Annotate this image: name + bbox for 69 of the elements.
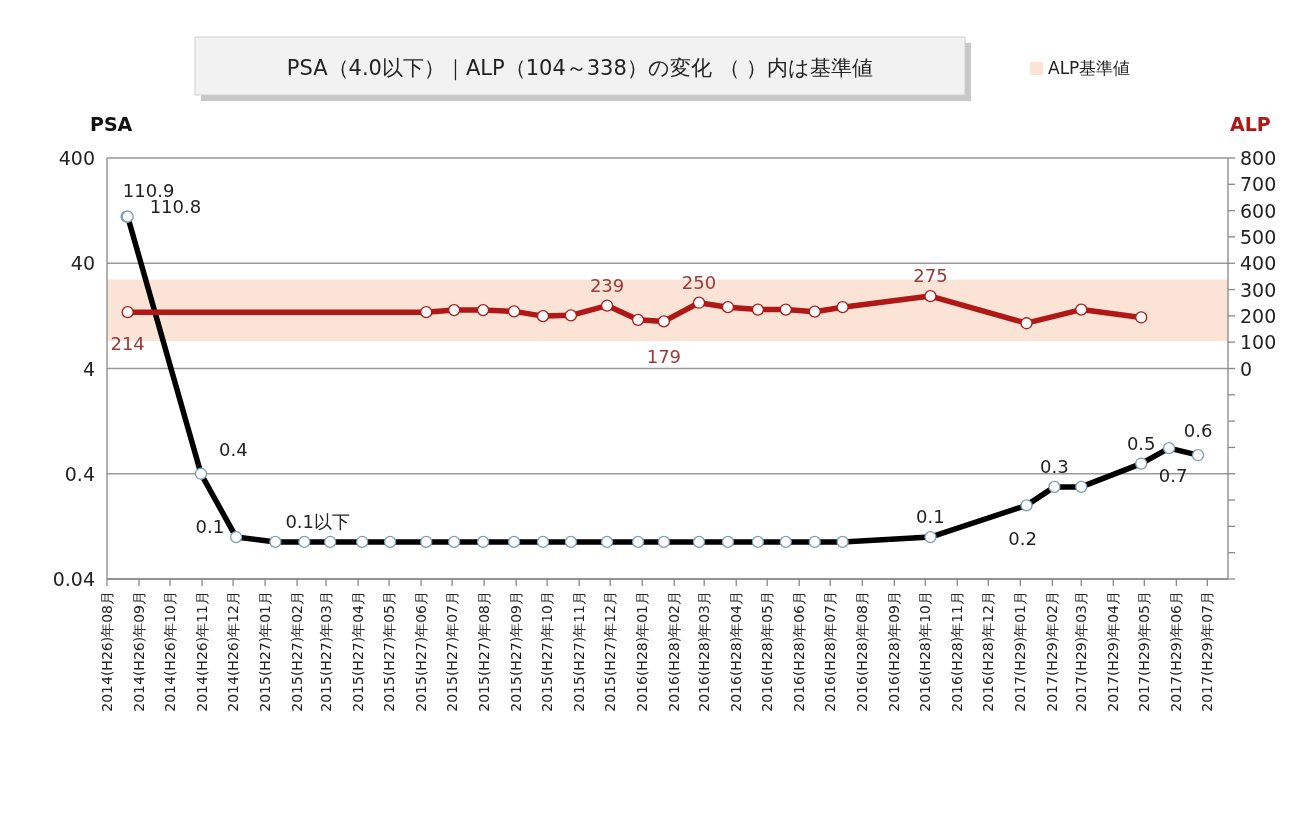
x-tick-label: 2015(H27)年01月	[257, 591, 274, 712]
data-label: 179	[646, 346, 682, 368]
x-tick-label: 2015(H27)年07月	[444, 591, 461, 712]
y2-tick-label: 600	[1240, 199, 1277, 222]
data-label: 0.6	[1183, 420, 1213, 442]
y-axis-title: PSA	[90, 113, 133, 135]
x-tick-label: 2014(H26)年12月	[225, 591, 242, 712]
x-tick-label: 2015(H27)年11月	[571, 591, 588, 712]
x-tick-label: 2016(H28)年06月	[791, 591, 808, 712]
x-tick-label: 2016(H28)年01月	[634, 591, 651, 712]
x-tick-label: 2015(H27)年10月	[539, 591, 556, 712]
x-tick-label: 2016(H28)年09月	[886, 591, 903, 712]
y-tick-label: 40	[70, 252, 95, 275]
x-tick-label: 2016(H28)年12月	[980, 591, 997, 712]
data-label: 0.5	[1126, 432, 1156, 454]
data-label: 110.9	[122, 179, 175, 201]
x-tick-label: 2017(H29)年01月	[1012, 591, 1029, 712]
x-tick-label: 2016(H28)年11月	[949, 591, 966, 712]
y-tick-label: 0.04	[52, 568, 95, 590]
y2-tick-label: 400	[1240, 252, 1277, 275]
x-tick-label: 2016(H28)年05月	[759, 591, 776, 712]
x-tick-label: 2016(H28)年03月	[696, 591, 713, 712]
x-tick-label: 2017(H29)年06月	[1168, 591, 1185, 712]
data-label: 275	[913, 265, 948, 287]
data-label: 0.1以下	[285, 510, 351, 532]
data-label: 250	[681, 271, 717, 293]
y2-tick-label: 0	[1240, 357, 1253, 380]
data-label: 0.1	[916, 506, 945, 528]
x-tick-label: 2015(H27)年06月	[413, 591, 430, 712]
x-tick-label: 2016(H28)年10月	[917, 591, 934, 712]
y2-axis-title: ALP	[1230, 113, 1271, 135]
x-tick-label: 2017(H29)年04月	[1105, 591, 1122, 712]
x-tick-label: 2017(H29)年02月	[1044, 591, 1061, 712]
x-tick-label: 2015(H27)年02月	[289, 591, 306, 712]
x-tick-label: 2017(H29)年07月	[1199, 591, 1216, 712]
x-tick-label: 2016(H28)年07月	[822, 591, 839, 712]
x-tick-label: 2015(H27)年05月	[381, 591, 398, 712]
x-tick-label: 2014(H26)年09月	[131, 591, 148, 712]
x-tick-label: 2014(H26)年10月	[162, 591, 179, 712]
x-tick-label: 2017(H29)年05月	[1136, 591, 1153, 712]
y2-tick-label: 300	[1240, 278, 1277, 301]
x-tick-label: 2016(H28)年02月	[666, 591, 683, 712]
x-tick-label: 2016(H28)年08月	[854, 591, 871, 712]
x-tick-label: 2015(H27)年12月	[602, 591, 619, 712]
data-label: 214	[110, 333, 145, 355]
x-tick-label: 2014(H26)年11月	[194, 591, 211, 712]
x-tick-label: 2015(H27)年04月	[350, 591, 367, 712]
y2-tick-label: 700	[1240, 173, 1277, 196]
y2-tick-label: 100	[1240, 331, 1277, 354]
legend-label: ALP基準値	[1048, 58, 1131, 78]
x-tick-label: 2015(H27)年03月	[318, 591, 335, 712]
chart-title: PSA（4.0以下）｜ALP（104～338）の変化 （ ）内は基準値	[286, 56, 874, 81]
data-label: 0.4	[219, 438, 248, 460]
data-label: 0.1	[195, 516, 225, 538]
data-label: 0.2	[1008, 528, 1037, 550]
x-tick-label: 2016(H28)年04月	[728, 591, 745, 712]
data-label: 0.3	[1040, 455, 1069, 477]
data-label: 239	[589, 274, 625, 296]
y2-tick-label: 200	[1240, 304, 1277, 327]
x-tick-label: 2014(H26)年08月	[99, 591, 115, 712]
x-tick-label: 2015(H27)年09月	[508, 591, 525, 712]
y-tick-label: 0.4	[64, 462, 95, 485]
x-tick-label: 2015(H27)年08月	[476, 591, 493, 712]
x-tick-label: 2017(H29)年03月	[1073, 591, 1090, 712]
y-tick-label: 400	[58, 147, 95, 169]
y2-tick-label: 800	[1240, 147, 1277, 169]
y2-tick-label: 500	[1240, 225, 1277, 248]
y-tick-label: 4	[82, 357, 95, 380]
data-label: 0.7	[1158, 465, 1188, 487]
